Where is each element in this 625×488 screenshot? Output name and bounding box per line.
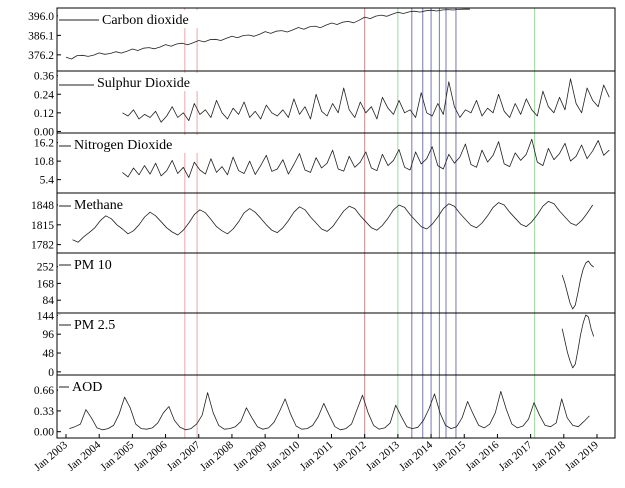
- panel-sulphur-dioxide: 0.36 0.24 0.12 0.00 Sulphur Dioxide: [34, 70, 616, 138]
- y-tick-label: 5.4: [40, 175, 55, 187]
- legend-box: [58, 195, 128, 213]
- x-tick-label: Jan 2011: [298, 439, 336, 473]
- y-tick-label: 48: [43, 348, 55, 360]
- x-tick-label: Jan 2017: [497, 439, 535, 474]
- legend-label: Methane: [74, 198, 123, 213]
- x-tick-label: Jan 2009: [231, 439, 269, 474]
- y-tick-label: 0.24: [34, 89, 54, 101]
- x-tick-label: Jan 2005: [98, 439, 136, 474]
- panel-aod: 0.66 0.33 0.00 AOD: [34, 374, 616, 439]
- legend-box: [58, 10, 208, 28]
- y-tick-label: 1815: [31, 220, 54, 232]
- x-tick-label: Jan 2015: [430, 439, 468, 474]
- series-line-nitrogen-dioxide: [122, 138, 610, 179]
- y-tick-label: 0.12: [34, 108, 54, 120]
- series-line-carbon-dioxide: [65, 8, 470, 60]
- x-tick-label: Jan 2018: [530, 439, 568, 474]
- x-tick-label: Jan 2013: [364, 439, 402, 474]
- y-tick-label: 0.00: [34, 427, 54, 439]
- legend-label: Sulphur Dioxide: [97, 76, 190, 91]
- legend-label: AOD: [72, 380, 102, 395]
- x-tick-label: Jan 2019: [563, 439, 601, 474]
- y-tick-label: 252: [37, 262, 55, 274]
- x-tick-label: Jan 2006: [132, 439, 170, 474]
- series-line-pm-2-5: [561, 314, 595, 369]
- legend-box: [58, 315, 138, 333]
- y-tick-label: 0.66: [34, 385, 54, 397]
- panel-pm-2-5: 144 96 48 0 PM 2.5: [37, 310, 616, 379]
- y-tick-label: 0.00: [34, 126, 54, 138]
- legend-label: Nitrogen Dioxide: [74, 138, 172, 153]
- y-tick-label: 144: [37, 310, 55, 322]
- y-tick-label: 16.2: [34, 138, 54, 150]
- panel-frame: [56, 374, 616, 439]
- y-tick-label: 396.0: [28, 11, 54, 23]
- y-tick-label: 386.1: [28, 30, 54, 42]
- panel-frame: [56, 252, 616, 314]
- x-tick-label: Jan 2007: [165, 439, 203, 474]
- legend-label: PM 2.5: [74, 318, 115, 333]
- x-tick-label: Jan 2004: [65, 439, 103, 474]
- y-tick-label: 1848: [31, 200, 54, 212]
- y-tick-label: 96: [43, 329, 55, 341]
- panel-carbon-dioxide: 396.0 386.1 376.2 Carbon dioxide: [28, 7, 616, 72]
- x-tick-label: Jan 2016: [463, 439, 501, 474]
- series-line-methane: [72, 200, 594, 243]
- legend-box: [58, 73, 208, 91]
- x-tick-label: Jan 2010: [264, 439, 302, 474]
- panel-frame: [56, 312, 616, 376]
- panel-nitrogen-dioxide: 16.2 10.8 5.4 Nitrogen Dioxide: [34, 132, 616, 194]
- panel-pm-10: 252 168 84 PM 10: [37, 252, 616, 314]
- y-tick-label: 10.8: [34, 156, 54, 168]
- legend-box: [58, 377, 108, 395]
- y-tick-label: 84: [43, 295, 55, 307]
- series-line-aod: [69, 390, 590, 431]
- legend-box: [58, 255, 138, 273]
- y-tick-label: 0.33: [34, 406, 54, 418]
- y-tick-label: 0.36: [34, 71, 54, 83]
- y-tick-label: 168: [37, 278, 55, 290]
- x-tick-label: Jan 2008: [198, 439, 236, 474]
- y-tick-label: 376.2: [28, 50, 54, 62]
- x-tick-label: Jan 2012: [331, 439, 369, 474]
- x-tick-label: Jan 2014: [397, 439, 435, 474]
- y-tick-label: 1782: [31, 240, 54, 252]
- x-tick-label: Jan 2003: [32, 439, 70, 474]
- series-line-sulphur-dioxide: [122, 78, 610, 123]
- y-tick-label: 0: [48, 367, 54, 379]
- legend-label: Carbon dioxide: [102, 13, 189, 28]
- legend-label: PM 10: [74, 258, 112, 273]
- panel-methane: 1848 1815 1782 Methane: [31, 192, 616, 254]
- series-line-pm-10: [561, 260, 594, 310]
- legend-box: [58, 135, 198, 153]
